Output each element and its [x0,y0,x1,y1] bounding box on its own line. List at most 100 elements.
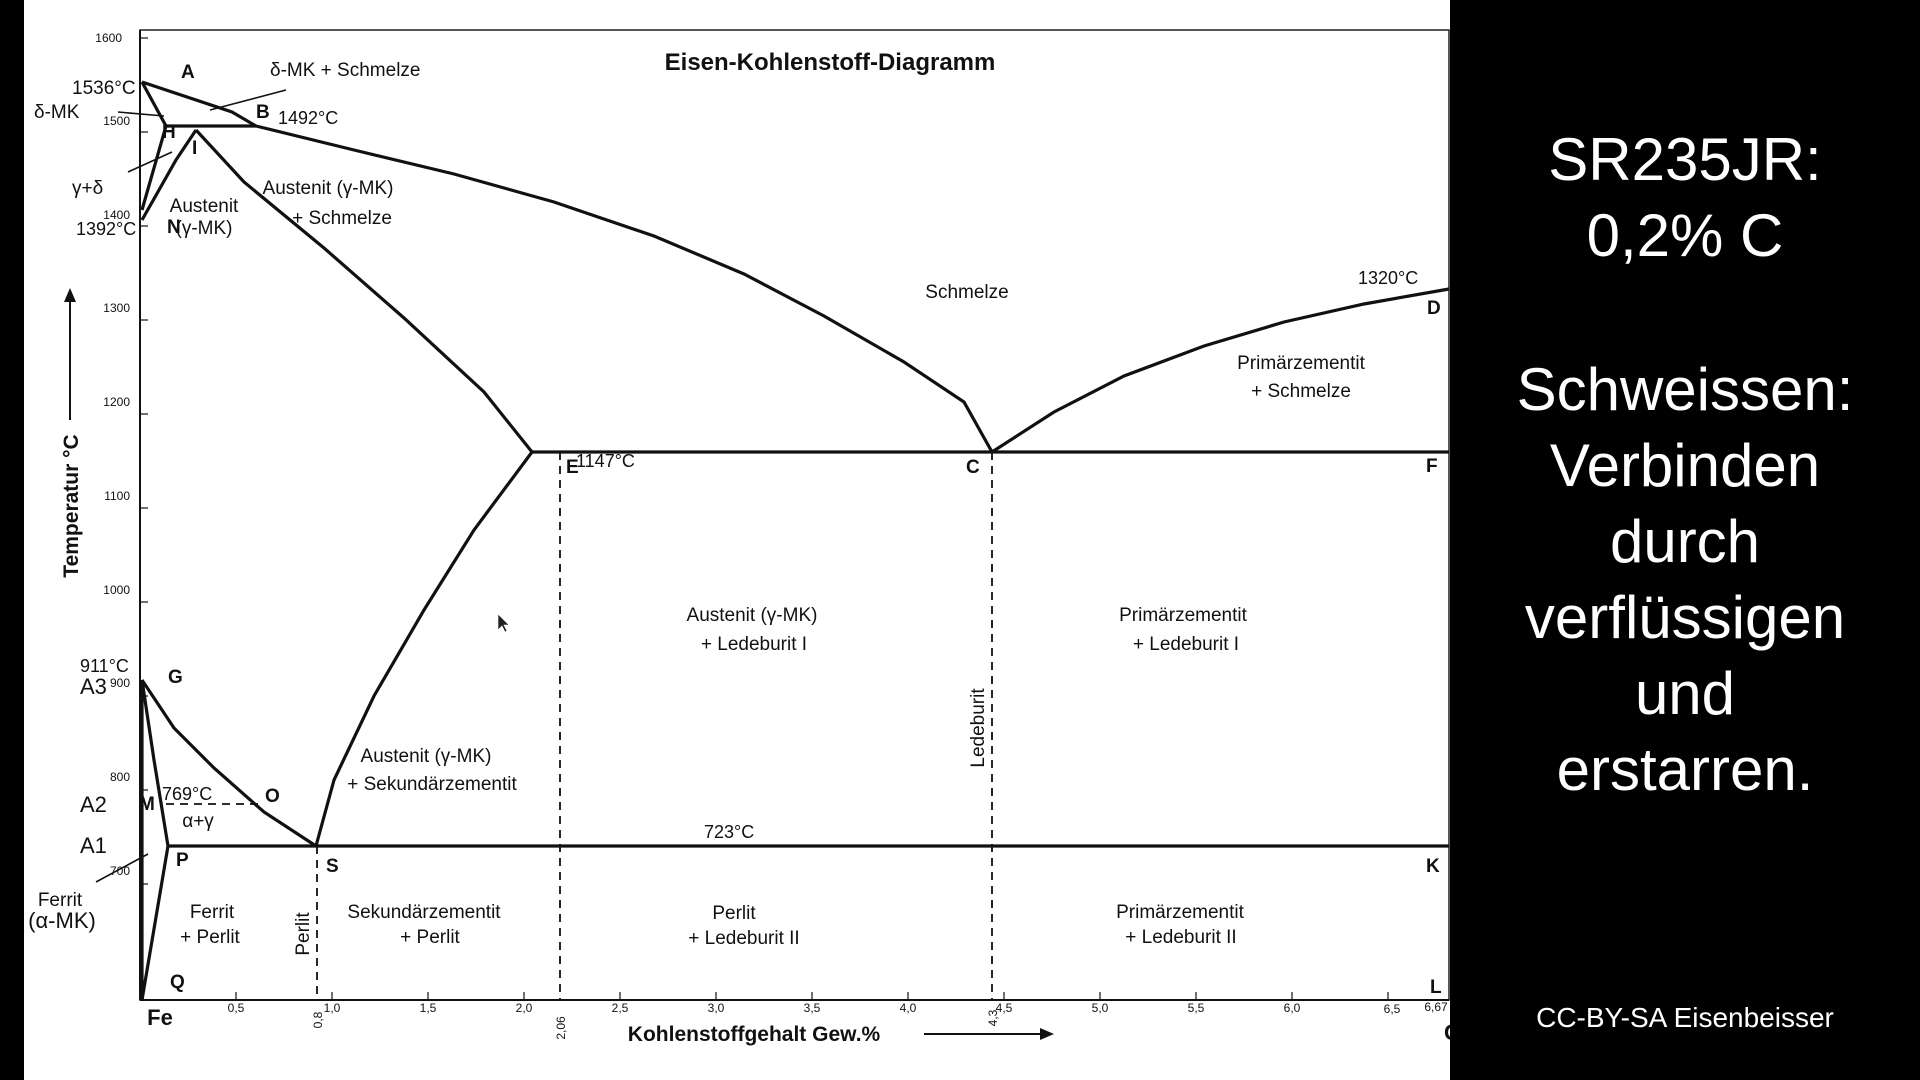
x-tick: 2,5 [612,1001,629,1015]
x-tick-rotated: 2,06 [554,1016,568,1040]
liquidus-C-D [991,287,1450,454]
x-tick: 5,0 [1092,1001,1109,1015]
region-sek-perlit-1: Sekundärzementit [347,902,501,923]
x-tick: 5,5 [1188,1001,1205,1015]
point-K: K [1426,856,1440,877]
region-prim-led2-2: + Ledeburit II [1125,927,1236,948]
credit-text: CC-BY-SA Eisenbeisser [1536,1002,1834,1033]
point-N: N [167,217,181,238]
region-perlit-vertical: Perlit [293,912,314,956]
region-ferrit-perlit-1: Ferrit [190,902,235,923]
temp-769: 769°C [162,784,212,804]
leader-delta-mk [117,111,165,117]
diagram-title: Eisen-Kohlenstoff-Diagramm [665,49,996,76]
plot-frame [139,29,1450,1001]
y-tick: 1300 [103,301,130,315]
point-H: H [162,122,176,143]
point-D: D [1427,298,1441,319]
region-ferrit-perlit-2: + Perlit [180,927,240,948]
marker-A2: A2 [80,792,107,817]
region-aus-sek-2: + Sekundärzementit [347,774,517,795]
point-S: S [326,856,339,877]
mouse-cursor-icon [497,613,510,633]
y-axis-label: Temperatur °C [60,434,83,577]
side-panel: SR235JR: 0,2% C Schweissen: Verbinden du… [1450,0,1920,1080]
line-E-S [314,451,534,847]
temp-911: 911°C [80,656,129,676]
axis-fe: Fe [147,1005,173,1030]
y-axis-arrow-head [64,288,76,302]
x-tick-labels: 0,5 1,0 1,5 2,0 2,5 3,0 3,5 4,0 4,5 5,0 … [228,1000,1448,1040]
x-tick: 0,5 [228,1001,245,1015]
point-L: L [1430,977,1442,998]
temp-1536: 1536°C [72,78,136,99]
y-tick: 700 [110,864,130,878]
region-ledeburit: Ledeburit [968,688,989,768]
side-text: Schweissen: Verbinden durch verflüssigen… [1516,356,1854,803]
diagram-slide: Eisen-Kohlenstoff-Diagramm 1600 1500 140… [24,0,1450,1080]
marker-A1: A1 [80,833,107,858]
y-tick: 900 [110,676,130,690]
y-tick: 1000 [103,583,130,597]
region-delta-schmelze: δ-MK + Schmelze [270,60,420,81]
temp-1320: 1320°C [1358,268,1418,288]
region-alpha-gamma: α+γ [182,811,214,832]
liquidus-B-C [255,124,994,453]
y-tick: 1200 [103,395,130,409]
y-tick: 1600 [95,31,122,45]
region-aus-led-2: + Ledeburit I [701,634,807,655]
side-title: SR235JR: 0,2% C [1548,126,1822,269]
region-ferrit-1: Ferrit [38,890,83,911]
point-E: E [566,457,579,478]
region-austenit-2: (γ-MK) [176,218,233,239]
region-perlit-led2-2: + Ledeburit II [688,928,799,949]
y-tick: 1500 [103,114,130,128]
x-tick-rotated: 0,8 [311,1011,325,1028]
line-A-B [141,80,257,128]
temp-723: 723°C [704,822,754,842]
point-P: P [176,850,189,871]
point-Q: Q [170,972,185,993]
temp-1492: 1492°C [278,108,338,128]
x-tick: 3,0 [708,1001,725,1015]
leader-ferrit [95,853,149,883]
region-prim-schm-2: + Schmelze [1251,381,1351,402]
line-I-N [140,129,198,221]
region-austenit-1: Austenit [170,196,239,217]
x-axis-arrow-head [1040,1028,1054,1040]
point-O: O [265,786,280,807]
region-prim-led1-1: Primärzementit [1119,605,1247,626]
marker-A3: A3 [80,674,107,699]
iron-carbon-diagram: Eisen-Kohlenstoff-Diagramm 1600 1500 140… [28,29,1450,1046]
line-G-S [140,679,317,848]
x-tick: 6,5 [1384,1002,1401,1016]
temp-1392: 1392°C [76,219,136,239]
region-aus-led-1: Austenit (γ-MK) [687,605,818,626]
region-aus-sek-1: Austenit (γ-MK) [361,746,492,767]
x-tick: 1,5 [420,1001,437,1015]
axis-c: C [1444,1020,1450,1045]
region-prim-led2-1: Primärzementit [1116,902,1244,923]
y-tick-labels: 1600 1500 1400 1300 1200 1100 1000 900 8… [95,31,130,878]
x-tick: 6,67 [1424,1000,1448,1014]
x-tick: 2,0 [516,1001,533,1015]
point-F: F [1426,456,1438,477]
point-G: G [168,667,183,688]
leader-delta-schmelze [209,89,287,111]
temp-1147: 1147°C [576,451,635,471]
region-aus-schm-2: + Schmelze [292,208,392,229]
x-tick-rotated: 4,3 [986,1009,1000,1026]
point-I: I [192,138,197,159]
region-sek-perlit-2: + Perlit [400,927,460,948]
y-tick: 800 [110,770,130,784]
line-I-E [194,128,534,453]
x-tick: 6,0 [1284,1001,1301,1015]
point-B: B [256,102,270,123]
point-A: A [181,62,195,83]
region-gamma-delta: γ+δ [72,178,103,199]
point-C: C [966,457,980,478]
y-tick: 1100 [104,489,130,503]
region-perlit-led2-1: Perlit [712,903,756,924]
region-delta-mk: δ-MK [34,102,80,123]
region-prim-schm-1: Primärzementit [1237,353,1365,374]
